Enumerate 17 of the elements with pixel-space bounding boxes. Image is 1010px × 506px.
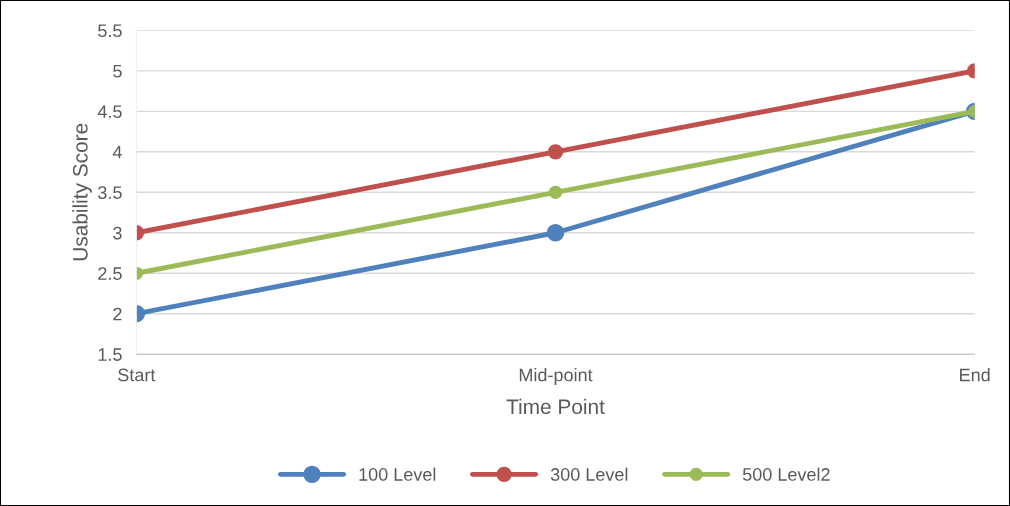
x-tick-label: End bbox=[960, 368, 990, 382]
legend-label: 300 Level bbox=[550, 467, 628, 481]
x-tick-label: Start bbox=[118, 368, 156, 382]
y-tick-label: 5.5 bbox=[98, 24, 122, 38]
y-tick-label: 1.5 bbox=[98, 348, 122, 361]
y-tick-label: 2.5 bbox=[98, 267, 122, 280]
y-axis-title: Usability Score bbox=[72, 123, 92, 261]
y-tick-label: 4 bbox=[112, 145, 122, 159]
y-tick-label: 3 bbox=[113, 226, 122, 240]
x-axis-title: Time Point bbox=[506, 398, 605, 415]
y-tick-label: 5 bbox=[113, 64, 122, 78]
x-tick-label: Mid-point bbox=[519, 368, 593, 385]
y-tick-label: 2 bbox=[113, 307, 122, 321]
y-tick-label: 4.5 bbox=[97, 105, 122, 119]
legend-label: 500 Level2 bbox=[742, 467, 830, 481]
y-tick-label: 3.5 bbox=[98, 186, 122, 199]
legend-label: 100 Level bbox=[359, 467, 436, 481]
